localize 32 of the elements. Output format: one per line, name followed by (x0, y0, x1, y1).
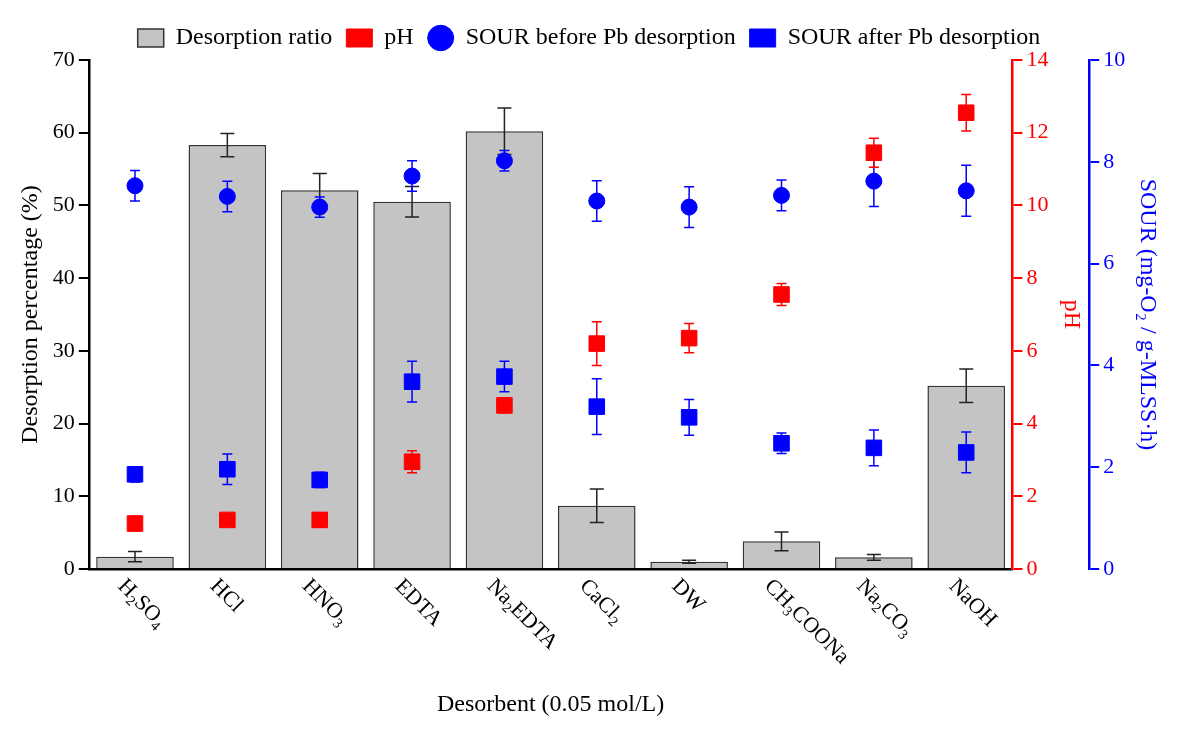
y2-tick-label: 4 (1026, 409, 1038, 435)
y2-tick-label: 10 (1026, 191, 1049, 217)
x-tick-label: DW (667, 572, 712, 617)
legend-label: Desorption ratio (175, 23, 333, 50)
y-tick-label: 70 (52, 45, 75, 71)
y3-tick-label: 8 (1103, 147, 1115, 173)
x-tick-label: Na2CO3 (852, 572, 915, 643)
y3-axis-title: SOUR (mg-O₂ / g-MLSS·h) (1136, 178, 1163, 451)
legend-label: SOUR before Pb desorption (465, 23, 736, 50)
y3-tick-label: 2 (1103, 452, 1115, 478)
y-tick-label: 50 (52, 191, 75, 217)
y3-tick-label: 0 (1103, 554, 1115, 580)
y-axis-title: Desorption percentage (%) (15, 185, 42, 444)
y-tick-label: 60 (52, 118, 75, 144)
y2-tick-label: 0 (1026, 554, 1038, 580)
y-tick-label: 20 (52, 409, 75, 435)
y-tick-label: 30 (52, 336, 75, 362)
y3-tick-label: 6 (1103, 249, 1115, 275)
y3-tick-label: 4 (1103, 351, 1115, 377)
y2-tick-label: 12 (1026, 118, 1049, 144)
x-tick-label: H2SO4 (113, 572, 168, 634)
y-tick-label: 0 (63, 554, 75, 580)
legend-label: pH (384, 23, 414, 50)
y3-tick-label: 10 (1103, 45, 1126, 71)
y2-axis-title: pH (1059, 299, 1086, 330)
x-axis-title: Desorbent (0.05 mol/L) (436, 689, 665, 716)
y2-tick-label: 2 (1026, 482, 1038, 508)
y-tick-label: 40 (52, 263, 75, 289)
y2-tick-label: 6 (1026, 336, 1038, 362)
y2-tick-label: 8 (1026, 263, 1038, 289)
x-tick-label: HCl (205, 572, 250, 617)
y-tick-label: 10 (52, 482, 75, 508)
